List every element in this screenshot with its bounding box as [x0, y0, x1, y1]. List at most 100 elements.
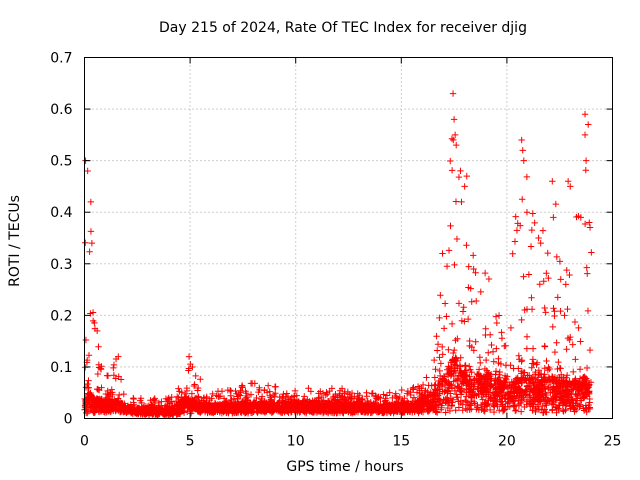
data-point	[421, 388, 429, 396]
data-point	[529, 356, 537, 363]
data-point	[447, 222, 454, 230]
data-point	[481, 269, 489, 277]
data-point	[455, 404, 463, 411]
data-point	[108, 396, 116, 404]
data-point	[363, 406, 370, 413]
data-point	[584, 270, 591, 277]
data-point	[263, 389, 271, 396]
data-point	[578, 397, 585, 404]
data-point	[520, 273, 527, 280]
x-tick-label: 10	[287, 434, 305, 450]
data-point	[309, 406, 316, 413]
data-point	[242, 388, 249, 395]
data-point	[84, 380, 91, 388]
data-point	[323, 408, 331, 416]
data-point	[279, 399, 286, 407]
data-point	[486, 406, 494, 414]
data-point	[472, 338, 479, 345]
data-point	[326, 387, 333, 395]
data-point	[522, 387, 529, 395]
data-point	[182, 394, 189, 402]
outlier-point	[88, 239, 96, 247]
data-point	[470, 347, 478, 354]
data-point	[278, 409, 285, 417]
data-point	[582, 404, 589, 412]
data-point	[168, 393, 175, 401]
data-point	[528, 226, 536, 234]
data-point	[463, 398, 470, 405]
data-point	[524, 372, 531, 379]
data-point	[485, 349, 492, 356]
data-point	[362, 409, 369, 416]
data-point	[94, 370, 102, 378]
data-point	[419, 381, 427, 389]
data-point	[557, 276, 564, 283]
data-point	[464, 315, 472, 323]
data-point	[97, 366, 105, 373]
data-point	[466, 385, 474, 393]
data-point	[94, 386, 102, 393]
data-point	[370, 404, 377, 412]
data-point	[514, 220, 521, 227]
data-point	[103, 372, 111, 379]
data-point	[436, 386, 444, 393]
data-point	[330, 396, 338, 403]
data-point	[91, 409, 98, 416]
data-point	[527, 243, 535, 250]
data-point	[553, 339, 560, 346]
data-point	[543, 357, 550, 365]
data-point	[502, 342, 509, 349]
data-point	[482, 399, 489, 406]
data-point	[452, 337, 459, 344]
data-point	[451, 361, 459, 368]
data-point	[577, 401, 584, 408]
data-point	[279, 393, 286, 400]
data-point	[238, 382, 246, 389]
data-point	[572, 390, 579, 398]
data-point	[224, 401, 232, 408]
outlier-point	[585, 121, 592, 128]
data-point	[134, 404, 142, 412]
data-point	[211, 402, 218, 409]
data-point	[156, 410, 163, 418]
data-point	[286, 403, 293, 410]
outlier-point	[458, 198, 465, 206]
data-point	[496, 374, 503, 382]
data-point	[264, 382, 272, 389]
data-point	[237, 389, 244, 396]
outlier-point	[115, 353, 122, 360]
data-point	[258, 401, 265, 408]
outlier-point	[581, 131, 589, 139]
data-point	[87, 228, 95, 235]
data-point	[457, 167, 464, 175]
data-point	[498, 389, 506, 397]
data-point	[241, 406, 248, 413]
data-point	[380, 391, 387, 398]
data-point	[440, 396, 447, 403]
data-point	[315, 395, 322, 402]
data-point	[457, 399, 464, 407]
data-point	[336, 392, 343, 399]
data-point	[571, 318, 579, 326]
data-point	[552, 391, 559, 398]
data-point	[577, 338, 584, 345]
data-point	[82, 336, 90, 344]
data-point	[151, 395, 158, 402]
data-point	[512, 407, 519, 415]
data-point	[472, 269, 479, 276]
data-point	[500, 377, 508, 384]
data-point	[477, 288, 484, 296]
data-point	[571, 408, 578, 415]
outlier-point	[453, 141, 460, 149]
data-point	[439, 351, 446, 358]
data-point	[283, 390, 290, 397]
data-point	[546, 397, 553, 405]
data-point	[424, 408, 432, 416]
data-point	[110, 371, 118, 379]
data-point	[443, 263, 451, 270]
outlier-point	[87, 198, 95, 206]
data-point	[563, 397, 571, 404]
outlier-point	[449, 90, 457, 97]
data-point	[511, 238, 519, 245]
data-point	[572, 375, 579, 382]
